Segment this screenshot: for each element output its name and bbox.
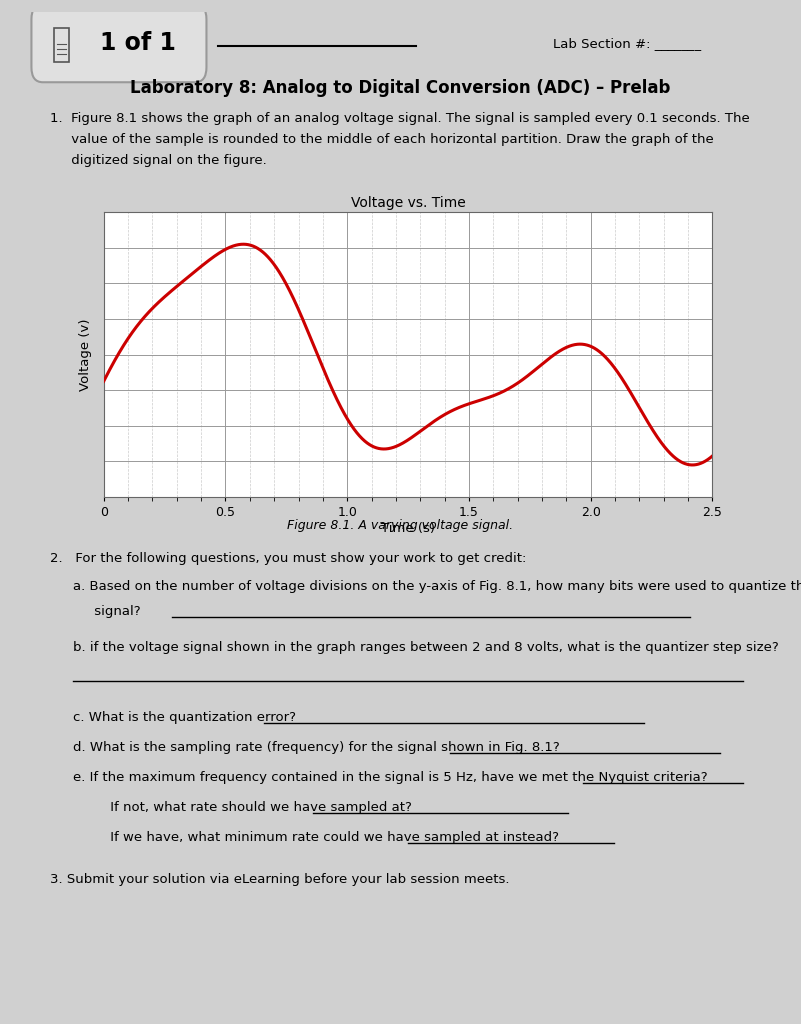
FancyBboxPatch shape xyxy=(54,29,69,62)
Text: signal?: signal? xyxy=(74,605,145,617)
Title: Voltage vs. Time: Voltage vs. Time xyxy=(351,196,465,210)
Text: b. if the voltage signal shown in the graph ranges between 2 and 8 volts, what i: b. if the voltage signal shown in the gr… xyxy=(74,641,779,654)
Text: 2.   For the following questions, you must show your work to get credit:: 2. For the following questions, you must… xyxy=(50,552,527,565)
Text: Laboratory 8: Analog to Digital Conversion (ADC) – Prelab: Laboratory 8: Analog to Digital Conversi… xyxy=(131,79,670,97)
Text: 1 of 1: 1 of 1 xyxy=(100,32,176,55)
Text: d. What is the sampling rate (frequency) for the signal shown in Fig. 8.1?: d. What is the sampling rate (frequency)… xyxy=(74,741,569,754)
Text: value of the sample is rounded to the middle of each horizontal partition. Draw : value of the sample is rounded to the mi… xyxy=(50,133,714,146)
FancyBboxPatch shape xyxy=(31,4,207,82)
Text: If we have, what minimum rate could we have sampled at instead?: If we have, what minimum rate could we h… xyxy=(89,830,567,844)
X-axis label: Time (s): Time (s) xyxy=(381,522,435,535)
Y-axis label: Voltage (v): Voltage (v) xyxy=(79,318,92,391)
Text: If not, what rate should we have sampled at?: If not, what rate should we have sampled… xyxy=(89,801,420,814)
Text: 1.  Figure 8.1 shows the graph of an analog voltage signal. The signal is sample: 1. Figure 8.1 shows the graph of an anal… xyxy=(50,113,751,125)
Text: digitized signal on the figure.: digitized signal on the figure. xyxy=(50,155,268,167)
Text: c. What is the quantization error?: c. What is the quantization error? xyxy=(74,711,305,724)
Text: 3. Submit your solution via eLearning before your lab session meets.: 3. Submit your solution via eLearning be… xyxy=(50,872,510,886)
Text: Lab Section #: _______: Lab Section #: _______ xyxy=(553,37,701,50)
Text: Figure 8.1. A varying voltage signal.: Figure 8.1. A varying voltage signal. xyxy=(288,519,513,532)
Text: e. If the maximum frequency contained in the signal is 5 Hz, have we met the Nyq: e. If the maximum frequency contained in… xyxy=(74,771,716,783)
Text: a. Based on the number of voltage divisions on the y-axis of Fig. 8.1, how many : a. Based on the number of voltage divisi… xyxy=(74,580,801,593)
